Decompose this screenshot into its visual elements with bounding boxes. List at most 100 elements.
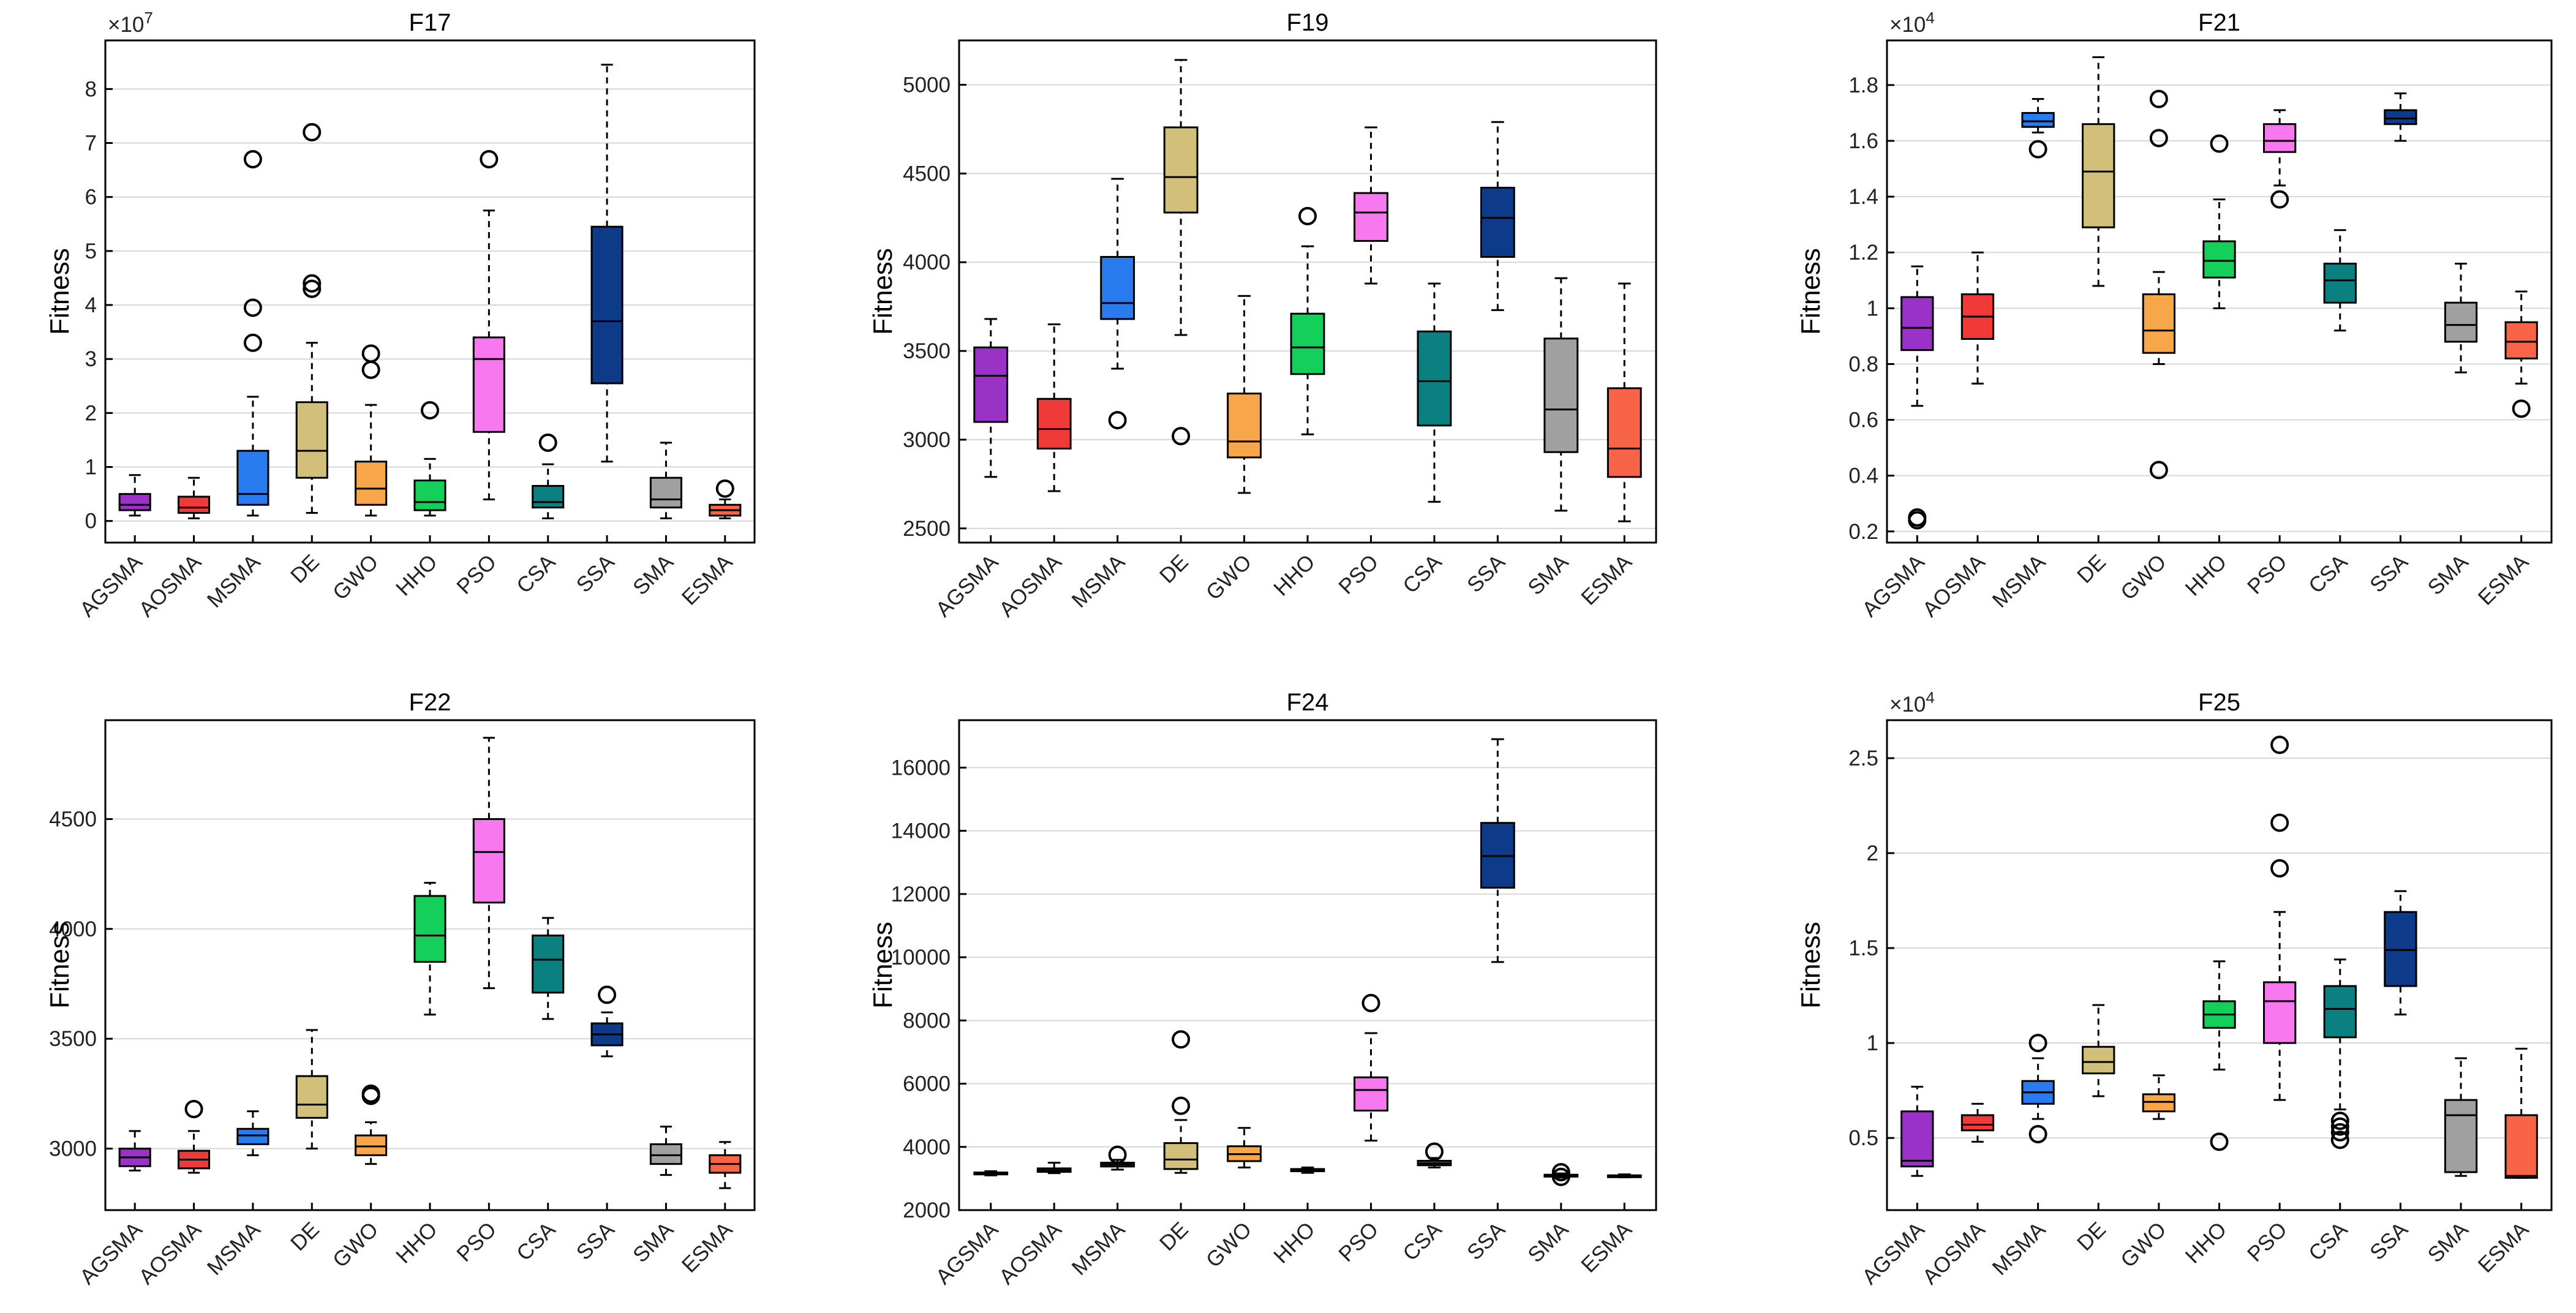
outlier-point <box>2330 1123 2349 1142</box>
outlier-point <box>2270 736 2289 754</box>
x-tick-label: MSMA <box>203 550 265 612</box>
outlier-point <box>243 298 262 317</box>
box-sma <box>2444 1057 2478 1177</box>
chart-title: F17 <box>409 9 451 36</box>
box-esma <box>2504 290 2538 418</box>
y-tick-label: 2 <box>1867 841 1878 865</box>
iqr-box <box>2504 1114 2538 1179</box>
y-tick-label: 1 <box>1867 1031 1878 1055</box>
box-ssa <box>590 64 623 463</box>
box-agsma <box>118 1130 151 1172</box>
x-tick-label: MSMA <box>1067 1217 1129 1280</box>
outlier-point <box>2330 1112 2349 1131</box>
x-tick-label: ESMA <box>2474 550 2534 610</box>
iqr-box <box>1960 1114 1995 1132</box>
x-tick-label: SSA <box>572 550 620 598</box>
y-axis-label: Fitness <box>45 248 75 335</box>
x-tick-label: MSMA <box>203 1217 265 1280</box>
iqr-box <box>2142 293 2176 354</box>
box-agsma <box>1900 1085 1934 1177</box>
box-csa <box>1417 1142 1452 1168</box>
x-tick-label: GWO <box>2116 1217 2171 1272</box>
outlier-point <box>2330 1131 2349 1149</box>
y-tick-label: 10000 <box>891 946 951 969</box>
outlier-point <box>421 401 439 419</box>
box-de <box>1163 59 1199 446</box>
x-tick-label: GWO <box>2116 550 2171 604</box>
iqr-box <box>2142 1093 2176 1113</box>
outlier-point <box>1172 1030 1191 1049</box>
x-tick-label: PSO <box>452 550 501 599</box>
x-tick-label: CSA <box>2304 1217 2352 1266</box>
y-tick-label: 4500 <box>49 807 97 831</box>
outlier-point <box>243 149 262 168</box>
box-aosma <box>177 1099 211 1174</box>
chart-title: F24 <box>1287 689 1329 716</box>
x-tick-label: GWO <box>328 550 383 604</box>
y-tick-label: 16000 <box>891 756 951 780</box>
iqr-box <box>2082 1045 2115 1075</box>
box-hho <box>2202 960 2236 1151</box>
x-tick-label: DE <box>286 550 324 588</box>
iqr-box <box>590 225 623 385</box>
iqr-box <box>2504 321 2538 359</box>
x-tick-label: AOSMA <box>1918 550 1990 622</box>
iqr-box <box>118 493 151 511</box>
outlier-point <box>243 333 262 352</box>
y-tick-label: 5000 <box>903 73 951 97</box>
iqr-box <box>2082 123 2115 228</box>
outlier-point <box>361 360 380 379</box>
y-tick-label: 6000 <box>903 1072 951 1096</box>
iqr-box <box>1354 192 1388 242</box>
x-tick-label: DE <box>286 1217 324 1255</box>
iqr-box <box>472 336 505 433</box>
outlier-point <box>2210 134 2229 153</box>
x-tick-label: AGSMA <box>75 550 147 622</box>
box-hho <box>1290 206 1325 435</box>
y-tick-label: 3500 <box>49 1027 97 1051</box>
x-tick-label: AOSMA <box>1918 1217 1990 1289</box>
outlier-point <box>2270 859 2289 878</box>
iqr-box <box>295 1075 328 1119</box>
box-aosma <box>177 476 211 519</box>
x-tick-label: CSA <box>1398 550 1447 598</box>
y-tick-label: 1.8 <box>1848 73 1878 97</box>
x-tick-label: AGSMA <box>75 1217 147 1289</box>
box-hho <box>1290 1166 1325 1174</box>
iqr-box <box>2202 240 2236 279</box>
iqr-box <box>649 476 683 509</box>
box-ssa <box>590 985 623 1058</box>
y-tick-label: 0.4 <box>1848 464 1878 488</box>
x-tick-label: PSO <box>2243 1217 2292 1266</box>
iqr-box <box>1227 393 1262 459</box>
box-de <box>295 122 328 514</box>
box-pso <box>1354 126 1388 285</box>
y-tick-label: 0.6 <box>1848 408 1878 432</box>
y-tick-label: 8 <box>85 77 97 101</box>
y-tick-label: 4 <box>85 293 97 317</box>
y-tick-label: 8000 <box>903 1009 951 1033</box>
x-tick-label: GWO <box>328 1217 383 1272</box>
x-tick-label: HHO <box>2181 550 2232 601</box>
x-tick-label: SSA <box>1463 550 1510 598</box>
box-sma <box>1543 277 1579 512</box>
box-esma <box>709 1141 742 1189</box>
x-tick-label: ESMA <box>2474 1217 2534 1277</box>
box-hho <box>413 401 446 517</box>
y-tick-label: 3 <box>85 347 97 371</box>
y-tick-label: 1.2 <box>1848 241 1878 265</box>
x-tick-label: AOSMA <box>134 1217 206 1289</box>
outlier-point <box>1108 1145 1127 1164</box>
x-tick-label: AOSMA <box>134 550 206 622</box>
y-axis-label: Fitness <box>45 922 75 1009</box>
x-tick-label: SSA <box>572 1217 620 1265</box>
box-agsma <box>973 318 1009 478</box>
box-pso <box>472 149 505 500</box>
outlier-point <box>184 1099 203 1118</box>
y-tick-label: 14000 <box>891 819 951 843</box>
x-tick-label: MSMA <box>1067 550 1129 612</box>
box-agsma <box>118 474 151 517</box>
iqr-box <box>1036 397 1072 450</box>
box-msma <box>236 1110 269 1156</box>
